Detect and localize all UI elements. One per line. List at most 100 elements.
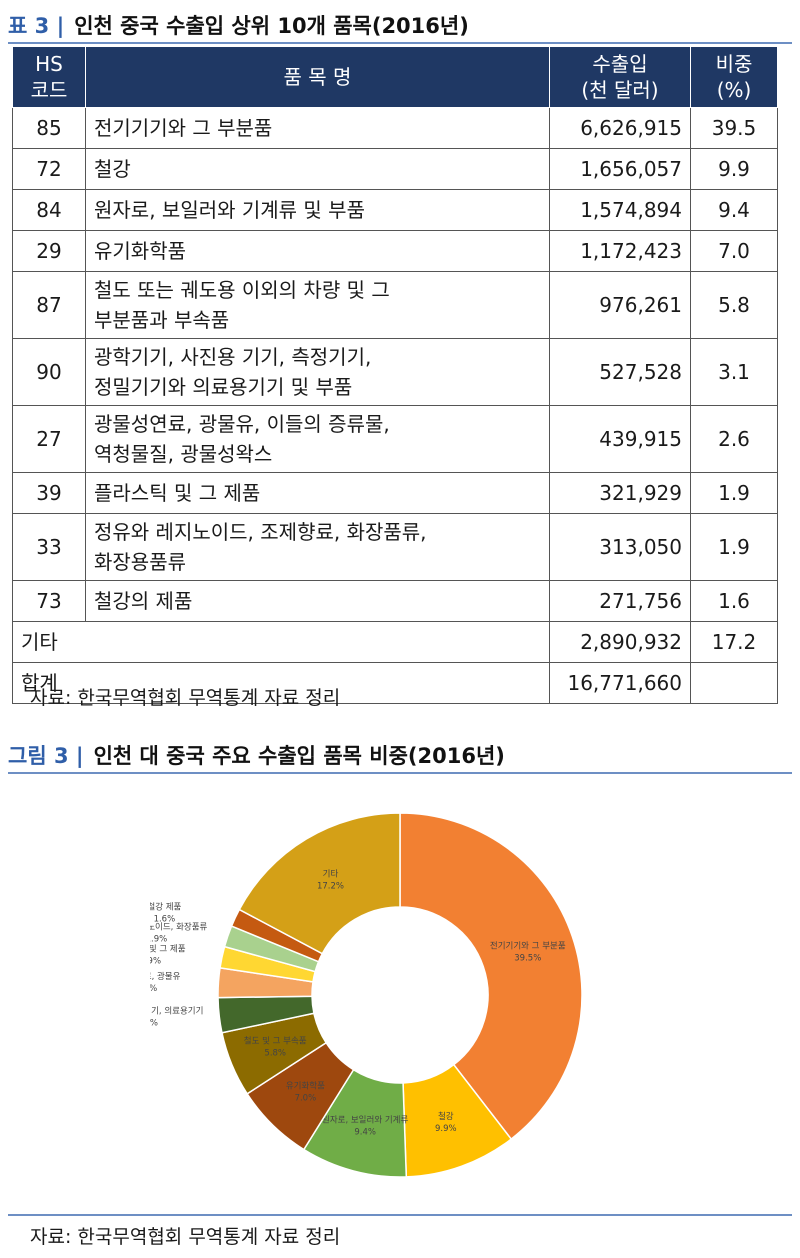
cell-code: 29: [12, 230, 86, 272]
cell-value: 976,261: [549, 271, 691, 339]
slice-label-3: 유기화학품: [286, 1080, 325, 1091]
table-row: 84 원자로, 보일러와 기계류 및 부품 1,574,894 9.4: [12, 189, 778, 231]
cell-other-pct: 17.2: [690, 621, 778, 663]
header-trade-value: 수출입 (천 달러): [549, 46, 691, 108]
figure-title-label: 그림 3 |: [8, 740, 84, 770]
cell-pct: 9.4: [690, 189, 778, 231]
table-row: 85 전기기기와 그 부분품 6,626,915 39.5: [12, 107, 778, 149]
cell-code: 90: [12, 338, 86, 406]
slice-value-1: 9.9%: [435, 1124, 457, 1134]
table-source: 자료: 한국무역협회 무역통계 자료 정리: [30, 687, 341, 709]
slice-value-4: 5.8%: [264, 1049, 286, 1059]
figure-title: 그림 3 | 인천 대 중국 주요 수출입 품목 비중(2016년): [8, 738, 792, 774]
cell-name-line1: 광학기기, 사진용 기기, 측정기기,: [94, 345, 372, 369]
slice-label-1: 철강: [438, 1111, 454, 1122]
header-pct-line1: 비중: [715, 52, 753, 76]
table-row: 27 광물성연료, 광물유, 이들의 증류물, 역청물질, 광물성왁스 439,915…: [12, 405, 778, 473]
cell-code: 39: [12, 472, 86, 514]
header-share: 비중 (%): [690, 46, 778, 108]
figure-source: 자료: 한국무역협회 무역통계 자료 정리: [30, 1226, 341, 1248]
cell-name-line1: 정유와 레지노이드, 조제향료, 화장품류,: [94, 520, 427, 544]
slice-label-2: 원자로, 보일러와 기계류: [322, 1114, 408, 1125]
cell-name: 원자로, 보일러와 기계류 및 부품: [85, 189, 550, 231]
cell-name: 철도 또는 궤도용 이외의 차량 및 그 부분품과 부속품: [85, 271, 550, 339]
donut-chart: 전기기기와 그 부분품 39.5% 철강 9.9% 원자로, 보일러와 기계류 9.4% 유…: [150, 812, 583, 1178]
slice-label-4: 철도 및 그 부속품: [244, 1036, 307, 1047]
slice-value-10: 17.2%: [317, 881, 344, 891]
header-hs-code: HS 코드: [12, 46, 86, 108]
header-value-line1: 수출입: [592, 52, 648, 76]
slice-value-3: 7.0%: [295, 1093, 317, 1103]
cell-code: 87: [12, 271, 86, 339]
cell-name-line1: 전기기기와 그 부분품: [94, 116, 273, 140]
table-title: 표 3 | 인천 중국 수출입 상위 10개 품목(2016년): [8, 8, 792, 44]
cell-pct: 39.5: [690, 107, 778, 149]
table-row: 33 정유와 레지노이드, 조제향료, 화장품류, 화장용품류 313,050 1.9: [12, 513, 778, 581]
header-pct-line2: (%): [716, 78, 752, 102]
cell-value: 1,656,057: [549, 148, 691, 190]
divider: [8, 1214, 792, 1216]
table-row-total: 합계 16,771,660: [12, 662, 778, 704]
table-row: 29 유기화학품 1,172,423 7.0: [12, 230, 778, 272]
cell-name-line1: 플라스틱 및 그 제품: [94, 481, 261, 505]
cell-value: 271,756: [549, 580, 691, 622]
cell-name: 광학기기, 사진용 기기, 측정기기, 정밀기기와 의료용기기 및 부품: [85, 338, 550, 406]
cell-name: 철강: [85, 148, 550, 190]
slice-label-7: 플라스틱 및 그 제품: [150, 944, 186, 955]
header-item-name: 품 목 명: [85, 46, 550, 108]
slice-value-7: 1.9%: [150, 957, 161, 967]
figure-title-text: 인천 대 중국 주요 수출입 품목 비중(2016년): [93, 744, 505, 768]
cell-value: 439,915: [549, 405, 691, 473]
cell-pct: 7.0: [690, 230, 778, 272]
cell-name-line1: 유기화학품: [94, 239, 186, 263]
cell-name-line1: 철강의 제품: [94, 589, 193, 613]
slice-value-5: 3.1%: [150, 1019, 158, 1029]
cell-name: 광물성연료, 광물유, 이들의 증류물, 역청물질, 광물성왁스: [85, 405, 550, 473]
cell-value: 1,574,894: [549, 189, 691, 231]
slice-label-10: 기타: [323, 869, 339, 879]
table-row: 87 철도 또는 궤도용 이외의 차량 및 그 부분품과 부속품 976,261 5.8: [12, 271, 778, 339]
cell-name: 유기화학품: [85, 230, 550, 272]
slice-value-9: 1.6%: [154, 915, 176, 925]
cell-code: 27: [12, 405, 86, 473]
header-code-line2: 코드: [30, 78, 68, 102]
cell-pct: 9.9: [690, 148, 778, 190]
cell-code: 85: [12, 107, 86, 149]
header-code-line1: HS: [35, 52, 63, 76]
table-row: 73 철강의 제품 271,756 1.6: [12, 580, 778, 622]
cell-pct: 5.8: [690, 271, 778, 339]
slice-label-0: 전기기기와 그 부분품: [490, 940, 566, 951]
slice-label-6: 광물성연료, 광물유: [150, 971, 181, 982]
cell-value: 313,050: [549, 513, 691, 581]
cell-total-label: 합계: [12, 662, 550, 704]
cell-code: 33: [12, 513, 86, 581]
title-separator: |: [75, 744, 84, 768]
table-title-label: 표 3 |: [8, 10, 64, 40]
table-row: 39 플라스틱 및 그 제품 321,929 1.9: [12, 472, 778, 514]
cell-code: 73: [12, 580, 86, 622]
table-row: 72 철강 1,656,057 9.9: [12, 148, 778, 190]
slice-value-6: 2.6%: [150, 984, 157, 994]
cell-code: 72: [12, 148, 86, 190]
cell-name-line1: 원자로, 보일러와 기계류 및 부품: [94, 198, 365, 222]
cell-name-line2: 역청물질, 광물성왁스: [94, 442, 273, 466]
cell-value: 527,528: [549, 338, 691, 406]
slice-label-9: 철강 제품: [150, 902, 182, 913]
trade-table: HS 코드 품 목 명 수출입 (천 달러) 비중 (%) 85 전기기기와 그 …: [12, 46, 778, 704]
cell-pct: 1.9: [690, 513, 778, 581]
cell-name: 전기기기와 그 부분품: [85, 107, 550, 149]
cell-name-line2: 부분품과 부속품: [94, 308, 230, 332]
cell-name-line2: 정밀기기와 의료용기기 및 부품: [94, 375, 353, 399]
slice-10: [238, 812, 401, 955]
figure-number: 그림 3: [8, 744, 69, 768]
table-row: 90 광학기기, 사진용 기기, 측정기기, 정밀기기와 의료용기기 및 부품 527…: [12, 338, 778, 406]
cell-name-line1: 광물성연료, 광물유, 이들의 증류물,: [94, 412, 390, 436]
table-number: 표 3: [8, 14, 50, 38]
table-row-other: 기타 2,890,932 17.2: [12, 621, 778, 663]
table-title-text: 인천 중국 수출입 상위 10개 품목(2016년): [74, 14, 469, 38]
cell-pct: 3.1: [690, 338, 778, 406]
cell-value: 6,626,915: [549, 107, 691, 149]
cell-name: 정유와 레지노이드, 조제향료, 화장품류, 화장용품류: [85, 513, 550, 581]
cell-pct: 2.6: [690, 405, 778, 473]
cell-name-line1: 철강: [94, 157, 131, 181]
